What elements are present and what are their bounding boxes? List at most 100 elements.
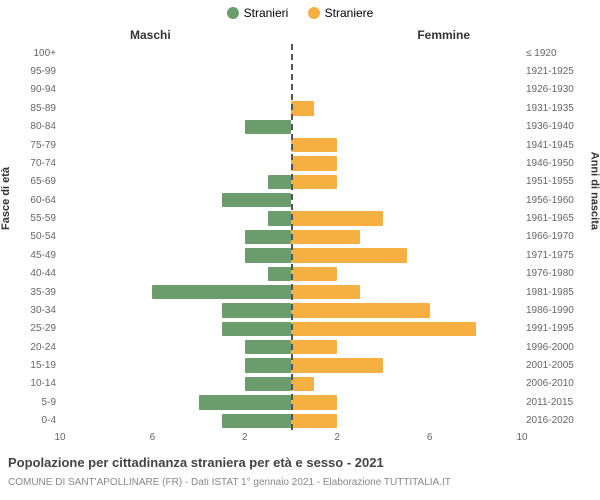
age-label: 50-54 [16, 231, 56, 242]
bar-male [245, 230, 291, 244]
birth-label: 1946-1950 [526, 158, 596, 169]
header-male: Maschi [130, 28, 171, 42]
age-label: 30-34 [16, 305, 56, 316]
legend: Stranieri Straniere [0, 6, 600, 22]
age-label: 40-44 [16, 268, 56, 279]
male-half [60, 118, 291, 136]
age-label: 65-69 [16, 176, 56, 187]
bar-male [222, 414, 291, 428]
x-tick: 2 [334, 432, 340, 443]
birth-label: 1971-1975 [526, 250, 596, 261]
population-pyramid-chart: Stranieri Straniere Maschi Femmine Fasce… [0, 0, 600, 500]
male-half [60, 356, 291, 374]
bar-male [245, 377, 291, 391]
male-half [60, 154, 291, 172]
female-half [291, 265, 522, 283]
x-tick: 6 [150, 432, 156, 443]
birth-label: 1961-1965 [526, 213, 596, 224]
birth-label: 1931-1935 [526, 103, 596, 114]
bar-female [291, 377, 314, 391]
bar-female [291, 285, 360, 299]
birth-label: 1991-1995 [526, 323, 596, 334]
age-label: 10-14 [16, 378, 56, 389]
female-half [291, 173, 522, 191]
birth-label: ≤ 1920 [526, 48, 596, 59]
male-half [60, 375, 291, 393]
male-half [60, 283, 291, 301]
legend-label-female: Straniere [325, 6, 374, 20]
birth-label: 1936-1940 [526, 121, 596, 132]
bar-female [291, 156, 337, 170]
age-label: 75-79 [16, 140, 56, 151]
birth-label: 1926-1930 [526, 84, 596, 95]
age-label: 85-89 [16, 103, 56, 114]
birth-label: 1966-1970 [526, 231, 596, 242]
female-half [291, 191, 522, 209]
bar-male [222, 322, 291, 336]
female-half [291, 320, 522, 338]
male-half [60, 265, 291, 283]
bar-male [222, 303, 291, 317]
female-half [291, 81, 522, 99]
bar-male [245, 248, 291, 262]
male-half [60, 228, 291, 246]
birth-label: 1951-1955 [526, 176, 596, 187]
male-half [60, 44, 291, 62]
birth-label: 1956-1960 [526, 195, 596, 206]
bar-female [291, 322, 476, 336]
age-label: 0-4 [16, 415, 56, 426]
female-half [291, 44, 522, 62]
male-half [60, 191, 291, 209]
male-half [60, 301, 291, 319]
female-half [291, 283, 522, 301]
age-label: 20-24 [16, 342, 56, 353]
male-half [60, 338, 291, 356]
birth-label: 2006-2010 [526, 378, 596, 389]
female-half [291, 412, 522, 430]
female-half [291, 99, 522, 117]
legend-item-female: Straniere [308, 6, 374, 20]
birth-label: 1921-1925 [526, 66, 596, 77]
birth-label: 2016-2020 [526, 415, 596, 426]
male-half [60, 136, 291, 154]
birth-label: 1996-2000 [526, 342, 596, 353]
age-label: 35-39 [16, 287, 56, 298]
female-half [291, 209, 522, 227]
male-half [60, 81, 291, 99]
age-label: 45-49 [16, 250, 56, 261]
legend-item-male: Stranieri [227, 6, 289, 20]
bar-female [291, 230, 360, 244]
bar-female [291, 175, 337, 189]
bar-female [291, 358, 383, 372]
bar-male [245, 120, 291, 134]
age-label: 5-9 [16, 397, 56, 408]
female-half [291, 136, 522, 154]
x-tick: 2 [242, 432, 248, 443]
x-axis: 10622610 [60, 432, 522, 452]
age-label: 60-64 [16, 195, 56, 206]
age-label: 80-84 [16, 121, 56, 132]
birth-label: 2001-2005 [526, 360, 596, 371]
bar-male [245, 358, 291, 372]
age-label: 70-74 [16, 158, 56, 169]
bar-female [291, 303, 430, 317]
male-half [60, 173, 291, 191]
male-half [60, 209, 291, 227]
bar-male [199, 395, 291, 409]
female-half [291, 393, 522, 411]
female-half [291, 228, 522, 246]
legend-swatch-female [308, 7, 320, 19]
male-half [60, 320, 291, 338]
birth-label: 2011-2015 [526, 397, 596, 408]
legend-swatch-male [227, 7, 239, 19]
bar-female [291, 267, 337, 281]
bar-male [152, 285, 291, 299]
age-label: 55-59 [16, 213, 56, 224]
bar-female [291, 340, 337, 354]
bar-male [268, 175, 291, 189]
bar-female [291, 248, 407, 262]
female-half [291, 62, 522, 80]
female-half [291, 375, 522, 393]
x-tick: 10 [54, 432, 65, 443]
female-half [291, 338, 522, 356]
